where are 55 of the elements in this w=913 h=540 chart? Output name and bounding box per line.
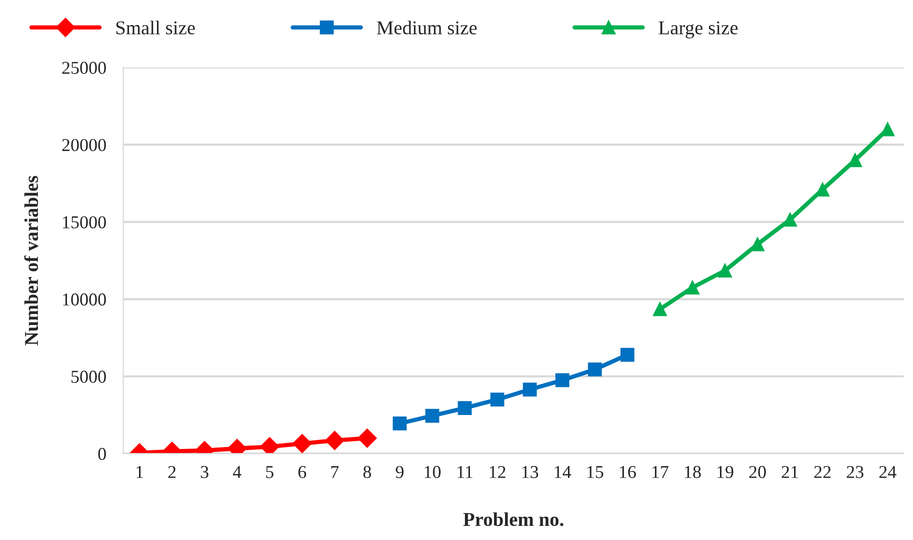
x-tick-label: 12 xyxy=(490,466,506,478)
point xyxy=(490,392,504,406)
point xyxy=(425,408,440,423)
x-tick-label: 10 xyxy=(424,466,441,478)
y-tick-label: 5000 xyxy=(72,370,106,383)
x-axis-title: Problem no. xyxy=(463,512,564,526)
x-tick-label: 5 xyxy=(266,466,274,478)
x-tick-label: 20 xyxy=(749,466,766,478)
x-tick-label: 19 xyxy=(718,466,734,478)
point xyxy=(358,428,377,448)
point xyxy=(783,212,797,227)
x-tick-label: 3 xyxy=(200,466,208,478)
y-tick-label: 25000 xyxy=(62,62,106,74)
x-tick-label: 4 xyxy=(232,466,242,478)
legend-label: Medium size xyxy=(376,20,477,34)
point xyxy=(260,437,280,454)
x-tick-label: 1 xyxy=(136,466,143,478)
point xyxy=(686,280,700,295)
point xyxy=(652,302,667,316)
x-tick-label: 22 xyxy=(814,466,831,478)
point xyxy=(392,416,407,430)
x-tick-label: 15 xyxy=(587,466,604,478)
x-tick-label: 21 xyxy=(782,466,798,478)
point xyxy=(458,401,472,415)
y-tick-label: 15000 xyxy=(63,216,106,228)
x-tick-label: 24 xyxy=(879,466,896,478)
x-tick-label: 2 xyxy=(168,466,176,478)
x-tick-label: 13 xyxy=(522,466,538,478)
x-tick-label: 6 xyxy=(298,466,306,478)
x-tick-label: 8 xyxy=(363,466,372,478)
point xyxy=(522,382,537,396)
x-tick-label: 9 xyxy=(396,466,404,478)
x-tick-label: 18 xyxy=(685,466,701,478)
point xyxy=(718,264,732,278)
x-tick-label: 23 xyxy=(846,466,864,478)
x-tick-label: 7 xyxy=(331,466,339,478)
legend-label: Large size xyxy=(658,21,738,38)
point xyxy=(848,153,862,168)
point xyxy=(880,122,895,136)
point xyxy=(555,373,570,388)
y-axis-title: Number of variables xyxy=(24,176,38,346)
x-tick-label: 17 xyxy=(652,466,668,478)
point xyxy=(588,362,602,376)
point xyxy=(325,430,344,450)
y-tick-label: 0 xyxy=(98,448,106,460)
legend-label: Small size xyxy=(116,20,195,34)
point xyxy=(292,434,312,454)
y-tick-label: 20000 xyxy=(62,138,106,152)
x-tick-label: 16 xyxy=(620,466,636,478)
x-tick-label: 14 xyxy=(554,466,572,478)
point xyxy=(750,237,764,252)
y-tick-label: 10000 xyxy=(63,293,106,306)
point xyxy=(816,182,830,196)
x-tick-label: 11 xyxy=(458,466,472,478)
point xyxy=(620,348,634,362)
